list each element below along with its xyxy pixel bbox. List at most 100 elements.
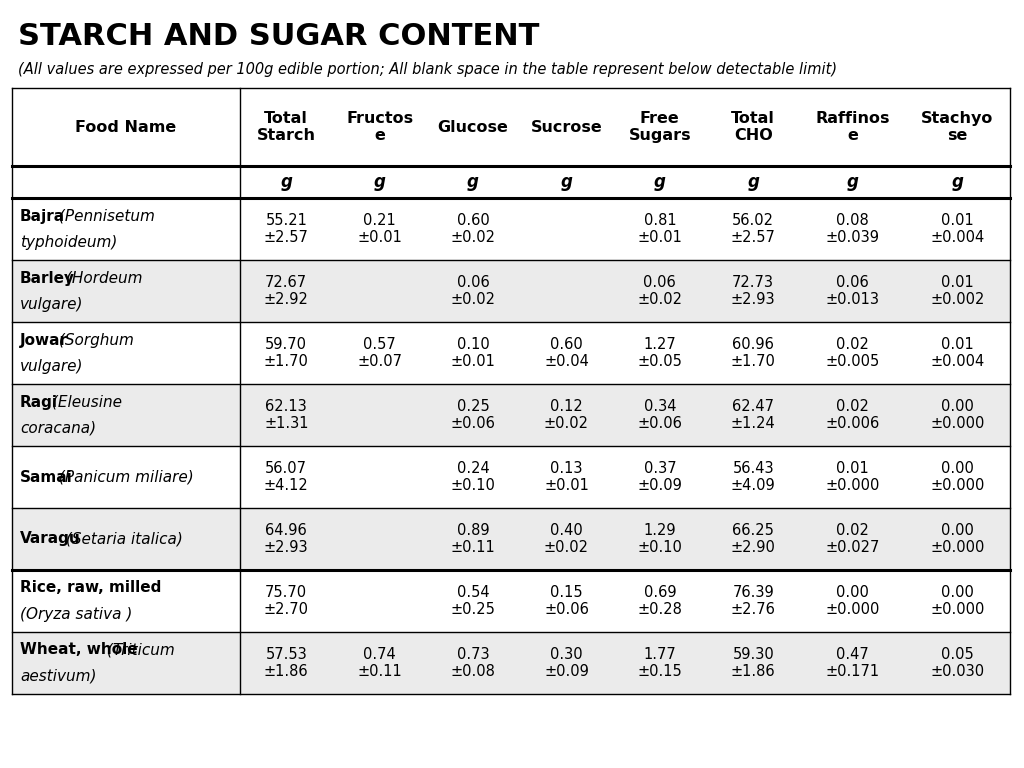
- Text: 0.30
±0.09: 0.30 ±0.09: [544, 647, 589, 679]
- Text: g: g: [654, 173, 666, 191]
- Text: Samai: Samai: [20, 469, 73, 485]
- Text: Jowar: Jowar: [20, 333, 68, 347]
- Text: 0.01
±0.004: 0.01 ±0.004: [931, 337, 985, 369]
- Text: 0.69
±0.28: 0.69 ±0.28: [637, 584, 682, 617]
- Text: 60.96
±1.70: 60.96 ±1.70: [731, 337, 775, 369]
- Text: 1.27
±0.05: 1.27 ±0.05: [637, 337, 682, 369]
- Text: Stachyo
se: Stachyo se: [922, 111, 993, 143]
- Bar: [12, 260, 1010, 322]
- Text: 0.89
±0.11: 0.89 ±0.11: [451, 523, 496, 555]
- Text: 0.54
±0.25: 0.54 ±0.25: [451, 584, 496, 617]
- Text: (Hordeum: (Hordeum: [60, 270, 142, 286]
- Text: 0.57
±0.07: 0.57 ±0.07: [357, 337, 402, 369]
- Text: g: g: [847, 173, 858, 191]
- Text: 0.02
±0.005: 0.02 ±0.005: [825, 337, 880, 369]
- Text: 0.01
±0.000: 0.01 ±0.000: [825, 461, 880, 493]
- Text: 0.13
±0.01: 0.13 ±0.01: [544, 461, 589, 493]
- Text: 59.70
±1.70: 59.70 ±1.70: [264, 337, 309, 369]
- Text: typhoideum): typhoideum): [20, 234, 118, 250]
- Text: g: g: [951, 173, 964, 191]
- Text: 0.06
±0.02: 0.06 ±0.02: [451, 275, 496, 307]
- Text: 1.77
±0.15: 1.77 ±0.15: [638, 647, 682, 679]
- Text: Varagu: Varagu: [20, 531, 81, 547]
- Text: 0.00
±0.000: 0.00 ±0.000: [825, 584, 880, 617]
- Text: g: g: [281, 173, 292, 191]
- Text: (Panicum miliare): (Panicum miliare): [54, 469, 194, 485]
- Bar: [12, 570, 1010, 632]
- Text: Raffinos
e: Raffinos e: [815, 111, 890, 143]
- Text: 56.07
±4.12: 56.07 ±4.12: [264, 461, 308, 493]
- Text: (Sorghum: (Sorghum: [54, 333, 134, 347]
- Text: g: g: [374, 173, 386, 191]
- Text: Rice, raw, milled: Rice, raw, milled: [20, 581, 162, 595]
- Bar: [12, 508, 1010, 570]
- Text: 0.05
±0.030: 0.05 ±0.030: [931, 647, 984, 679]
- Text: 0.34
±0.06: 0.34 ±0.06: [637, 399, 682, 431]
- Text: 76.39
±2.76: 76.39 ±2.76: [731, 584, 775, 617]
- Bar: [12, 88, 1010, 166]
- Text: aestivum): aestivum): [20, 668, 96, 684]
- Text: g: g: [748, 173, 759, 191]
- Text: g: g: [560, 173, 572, 191]
- Text: 59.30
±1.86: 59.30 ±1.86: [731, 647, 775, 679]
- Text: Total
CHO: Total CHO: [731, 111, 775, 143]
- Text: 0.47
±0.171: 0.47 ±0.171: [825, 647, 880, 679]
- Text: 62.13
±1.31: 62.13 ±1.31: [264, 399, 308, 431]
- Text: 0.10
±0.01: 0.10 ±0.01: [451, 337, 496, 369]
- Text: 0.24
±0.10: 0.24 ±0.10: [451, 461, 496, 493]
- Text: Free
Sugars: Free Sugars: [629, 111, 691, 143]
- Text: 0.01
±0.004: 0.01 ±0.004: [931, 213, 985, 245]
- Text: 55.21
±2.57: 55.21 ±2.57: [264, 213, 309, 245]
- Text: 0.73
±0.08: 0.73 ±0.08: [451, 647, 496, 679]
- Bar: [12, 322, 1010, 384]
- Text: 56.02
±2.57: 56.02 ±2.57: [731, 213, 775, 245]
- Bar: [12, 166, 1010, 198]
- Text: Wheat, whole: Wheat, whole: [20, 643, 137, 657]
- Text: Food Name: Food Name: [75, 120, 176, 134]
- Text: g: g: [467, 173, 479, 191]
- Text: 0.00
±0.000: 0.00 ±0.000: [930, 399, 985, 431]
- Text: 0.02
±0.006: 0.02 ±0.006: [825, 399, 880, 431]
- Text: 1.29
±0.10: 1.29 ±0.10: [637, 523, 682, 555]
- Text: 0.12
±0.02: 0.12 ±0.02: [544, 399, 589, 431]
- Text: (Eleusine: (Eleusine: [47, 395, 122, 409]
- Bar: [12, 446, 1010, 508]
- Text: (Setaria italica): (Setaria italica): [60, 531, 183, 547]
- Text: 0.01
±0.002: 0.01 ±0.002: [930, 275, 985, 307]
- Text: 72.73
±2.93: 72.73 ±2.93: [731, 275, 775, 307]
- Text: 0.02
±0.027: 0.02 ±0.027: [825, 523, 880, 555]
- Text: 0.21
±0.01: 0.21 ±0.01: [357, 213, 402, 245]
- Text: 0.40
±0.02: 0.40 ±0.02: [544, 523, 589, 555]
- Text: Total
Starch: Total Starch: [257, 111, 315, 143]
- Text: 0.37
±0.09: 0.37 ±0.09: [637, 461, 682, 493]
- Text: (Triticum: (Triticum: [101, 643, 174, 657]
- Bar: [12, 384, 1010, 446]
- Text: 0.25
±0.06: 0.25 ±0.06: [451, 399, 496, 431]
- Text: 56.43
±4.09: 56.43 ±4.09: [731, 461, 775, 493]
- Text: 64.96
±2.93: 64.96 ±2.93: [264, 523, 308, 555]
- Text: 0.00
±0.000: 0.00 ±0.000: [930, 523, 985, 555]
- Text: Fructos
e: Fructos e: [346, 111, 414, 143]
- Text: 75.70
±2.70: 75.70 ±2.70: [264, 584, 309, 617]
- Text: STARCH AND SUGAR CONTENT: STARCH AND SUGAR CONTENT: [18, 22, 540, 51]
- Text: 0.74
±0.11: 0.74 ±0.11: [357, 647, 402, 679]
- Text: Bajra: Bajra: [20, 208, 66, 223]
- Text: 0.81
±0.01: 0.81 ±0.01: [637, 213, 682, 245]
- Text: 0.08
±0.039: 0.08 ±0.039: [825, 213, 880, 245]
- Text: 62.47
±1.24: 62.47 ±1.24: [731, 399, 775, 431]
- Bar: [12, 198, 1010, 260]
- Text: 0.06
±0.02: 0.06 ±0.02: [637, 275, 682, 307]
- Text: 0.00
±0.000: 0.00 ±0.000: [930, 584, 985, 617]
- Text: 57.53
±1.86: 57.53 ±1.86: [264, 647, 308, 679]
- Text: Barley: Barley: [20, 270, 75, 286]
- Text: Ragi: Ragi: [20, 395, 58, 409]
- Text: (All values are expressed per 100g edible portion; All blank space in the table : (All values are expressed per 100g edibl…: [18, 62, 838, 77]
- Text: (Oryza sativa ): (Oryza sativa ): [20, 607, 132, 621]
- Text: 0.15
±0.06: 0.15 ±0.06: [544, 584, 589, 617]
- Text: 0.00
±0.000: 0.00 ±0.000: [930, 461, 985, 493]
- Text: 0.60
±0.02: 0.60 ±0.02: [451, 213, 496, 245]
- Text: 0.06
±0.013: 0.06 ±0.013: [825, 275, 880, 307]
- Bar: [12, 632, 1010, 694]
- Text: Glucose: Glucose: [437, 120, 509, 134]
- Text: coracana): coracana): [20, 421, 96, 435]
